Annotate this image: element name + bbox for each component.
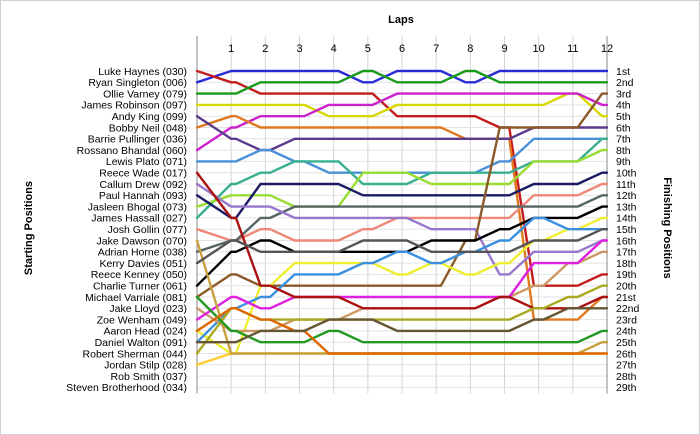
starting-position-label: Ollie Varney (079) (103, 88, 187, 100)
finishing-position-label: 6th (616, 122, 631, 134)
starting-position-label: Reece Kenney (050) (91, 269, 187, 281)
finishing-position-label: 26th (616, 348, 637, 360)
starting-position-label: Lewis Plato (071) (106, 156, 187, 168)
driver-position-line (195, 148, 609, 208)
driver-position-line (195, 284, 609, 355)
driver-position-line (195, 194, 609, 253)
finishing-position-label: 29th (616, 382, 637, 394)
driver-position-line (195, 92, 609, 299)
starting-position-label: Kerry Davies (051) (99, 258, 187, 270)
driver-position-line (195, 216, 609, 344)
driver-position-line (195, 69, 609, 84)
lap-tick-label: 10 (533, 43, 545, 55)
driver-position-line (195, 228, 609, 265)
starting-position-label: Jasleen Bhogal (073) (88, 201, 187, 213)
starting-position-label: Jordan Stilp (028) (104, 360, 187, 372)
starting-position-label: Adrian Horne (038) (98, 247, 187, 259)
starting-position-label: Barrie Pullinger (036) (88, 134, 187, 146)
finishing-position-label: 25th (616, 337, 637, 349)
lap-tick-label: 8 (467, 43, 473, 55)
finishing-position-label: 2nd (616, 77, 634, 89)
finishing-position-label: 17th (616, 247, 637, 259)
starting-position-label: Luke Haynes (030) (98, 66, 187, 78)
lap-tick-label: 9 (501, 43, 507, 55)
starting-position-label: Bobby Neil (048) (109, 122, 187, 134)
starting-position-label: Zoe Wenham (049) (97, 314, 187, 326)
lap-tick-label: 3 (296, 43, 302, 55)
y-axis-title-right: Finishing Positions (661, 177, 673, 278)
starting-position-label: Paul Hannah (093) (99, 190, 187, 202)
starting-position-label: Rossano Bhandal (060) (77, 145, 187, 157)
finishing-position-label: 8th (616, 145, 631, 157)
starting-position-label: Ryan Singleton (006) (88, 77, 187, 89)
driver-position-line (195, 239, 609, 321)
driver-position-line (195, 307, 609, 344)
finishing-position-label: 15th (616, 224, 637, 236)
finishing-position-label: 27th (616, 360, 637, 372)
starting-position-label: Steven Brotherhood (034) (66, 382, 187, 394)
starting-position-label: Daniel Walton (091) (95, 337, 187, 349)
x-axis-title: Laps (388, 14, 414, 26)
lap-tick-label: 11 (567, 43, 578, 55)
finishing-position-label: 5th (616, 111, 631, 123)
finishing-position-label: 16th (616, 235, 637, 247)
lap-tick-label: 4 (331, 43, 337, 55)
finishing-position-label: 10th (616, 168, 637, 180)
finishing-position-label: 13th (616, 201, 637, 213)
finishing-position-label: 7th (616, 134, 631, 146)
chart-grid (196, 36, 608, 394)
finishing-position-label: 1st (616, 66, 630, 78)
starting-position-label: Rob Smith (037) (111, 371, 187, 383)
starting-position-label: Michael Varriale (081) (85, 292, 187, 304)
finishing-position-label: 22nd (616, 303, 640, 315)
lap-tick-label: 7 (433, 43, 439, 55)
starting-position-label: Callum Drew (092) (99, 179, 187, 191)
finishing-position-label: 3rd (616, 88, 631, 100)
lap-tick-label: 1 (228, 43, 234, 55)
starting-position-label: Robert Sherman (044) (83, 348, 187, 360)
starting-position-label: Jake Dawson (070) (97, 235, 187, 247)
driver-position-line (195, 307, 609, 355)
finishing-position-label: 20th (616, 281, 637, 293)
y-axis-title-left: Starting Positions (23, 181, 35, 275)
starting-position-label: Andy King (099) (112, 111, 187, 123)
starting-position-label: Charlie Turner (061) (93, 281, 187, 293)
finishing-position-labels: 1st2nd3rd4th5th6th7th8th9th10th11th12th1… (616, 66, 640, 394)
finishing-position-label: 23rd (616, 314, 637, 326)
starting-position-label: James Hassall (027) (91, 213, 187, 225)
finishing-position-label: 21st (616, 292, 636, 304)
lap-tick-label: 2 (262, 43, 268, 55)
driver-position-line (195, 92, 609, 118)
starting-position-label: Jake Lloyd (023) (109, 303, 187, 315)
starting-position-label: James Robinson (097) (81, 100, 187, 112)
lap-tick-labels: 1 2 3 4 5 6 7 8 9 10 11 12 (228, 43, 613, 55)
starting-position-labels: Luke Haynes (030)Ryan Singleton (006)Oll… (66, 66, 187, 394)
finishing-position-label: 11th (616, 179, 636, 191)
driver-position-line (195, 171, 609, 220)
finishing-position-label: 28th (616, 371, 637, 383)
driver-position-line (195, 295, 609, 344)
finishing-position-label: 14th (616, 213, 637, 225)
finishing-position-label: 4th (616, 100, 631, 112)
position-lines (195, 69, 609, 366)
driver-position-line (195, 69, 609, 95)
driver-position-line (195, 182, 609, 276)
finishing-position-label: 12th (616, 190, 637, 202)
finishing-position-label: 18th (616, 258, 637, 270)
finishing-position-label: 19th (616, 269, 637, 281)
finishing-position-label: 9th (616, 156, 631, 168)
lap-tick-label: 5 (365, 43, 371, 55)
starting-position-label: Josh Gollin (077) (108, 224, 187, 236)
finishing-position-label: 24th (616, 326, 637, 338)
lap-tick-label: 6 (399, 43, 405, 55)
lap-tick-label: 12 (601, 43, 613, 55)
starting-position-label: Aaron Head (024) (104, 326, 187, 338)
starting-position-label: Reece Wade (017) (99, 168, 187, 180)
driver-position-line (195, 92, 609, 152)
